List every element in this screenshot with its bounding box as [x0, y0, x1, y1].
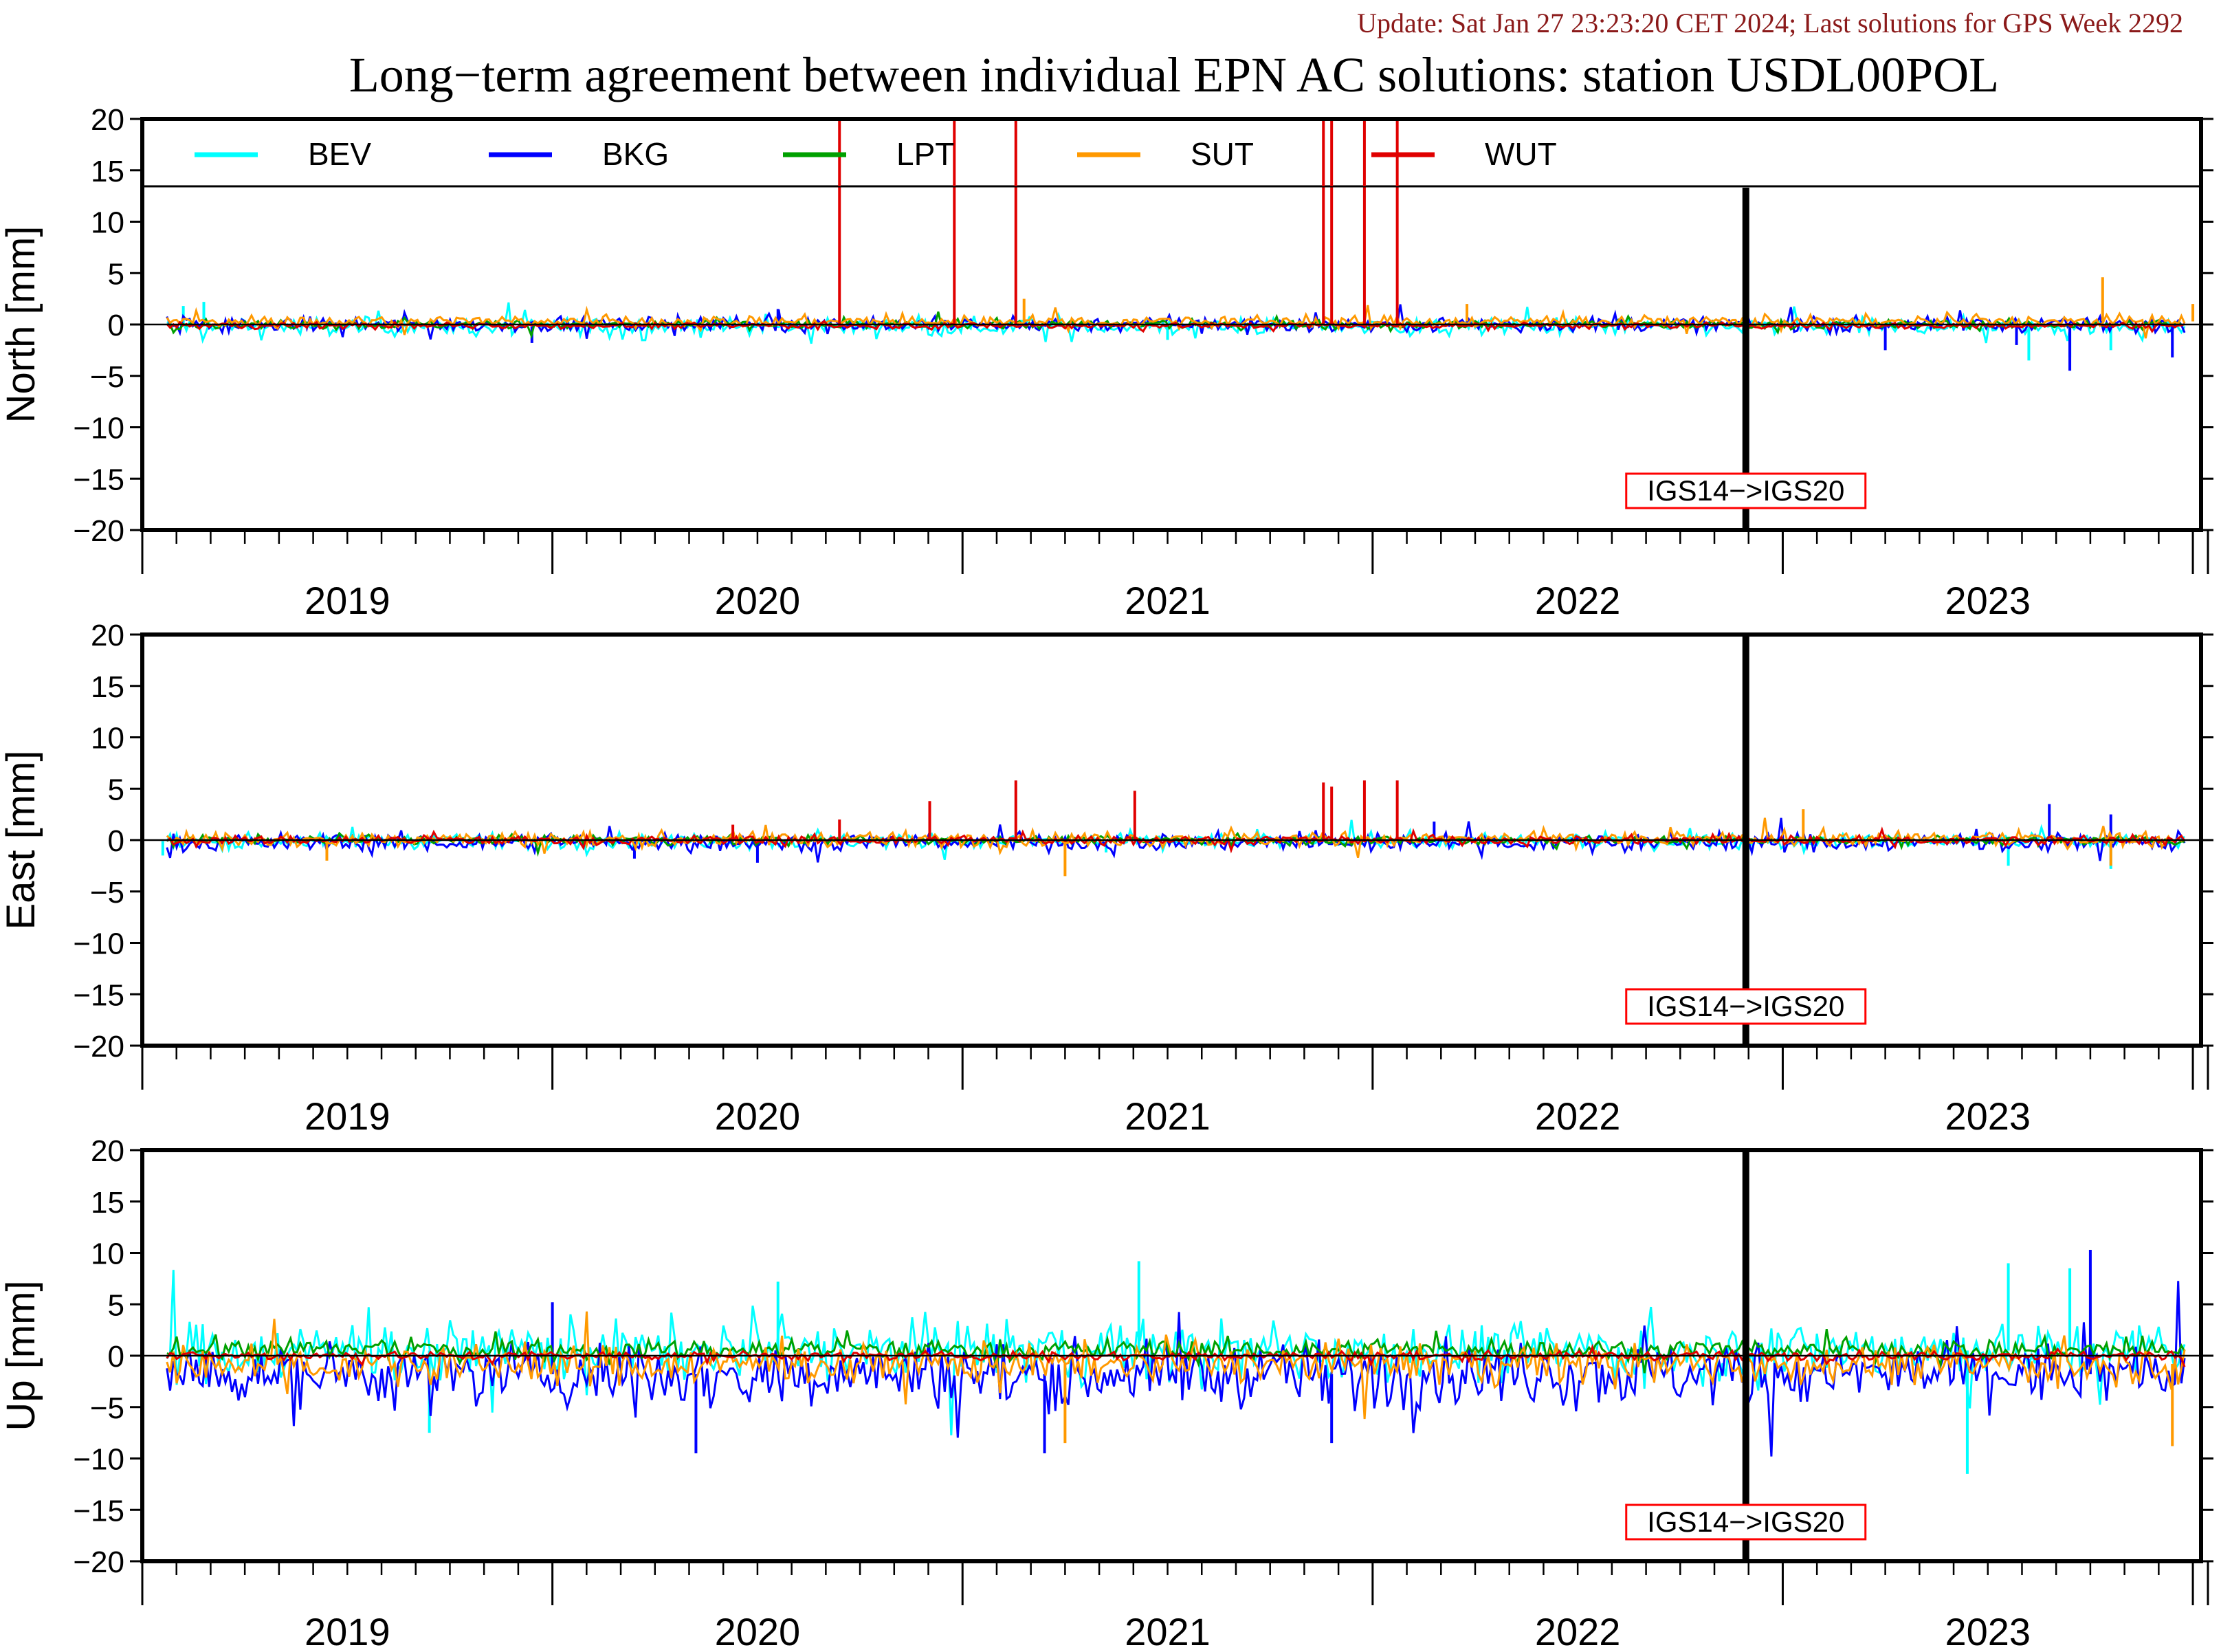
- x-year-label: 2020: [715, 579, 801, 622]
- x-year-label: 2021: [1125, 579, 1211, 622]
- y-tick-label: −15: [73, 1494, 124, 1528]
- x-year-label: 2019: [305, 1094, 390, 1138]
- update-text: Update: Sat Jan 27 23:23:20 CET 2024; La…: [1357, 8, 2183, 38]
- y-tick-label: 5: [108, 257, 124, 291]
- y-tick-label: 20: [91, 619, 124, 652]
- y-tick-label: 0: [108, 309, 124, 342]
- x-year-label: 2019: [305, 579, 390, 622]
- y-tick-label: 20: [91, 1134, 124, 1168]
- y-axis-label: Up [mm]: [0, 1280, 43, 1431]
- reference-change-label: IGS14−>IGS20: [1647, 990, 1844, 1022]
- legend-label-sut: SUT: [1191, 136, 1254, 172]
- x-year-label: 2023: [1945, 1610, 2031, 1649]
- panel-2: IGS14−>IGS20 20 15 10 5 0 −5 −10 −15 −20 Up [mm] 20…: [0, 1134, 2213, 1652]
- x-year-label: 2021: [1125, 1610, 1211, 1649]
- legend-label-wut: WUT: [1485, 136, 1557, 172]
- y-tick-label: −5: [90, 360, 124, 394]
- y-tick-label: −20: [73, 1030, 124, 1064]
- series-group: [161, 780, 2186, 877]
- series-line-bkg: [166, 817, 2186, 863]
- y-tick-label: −20: [73, 514, 124, 548]
- legend-label-lpt: LPT: [896, 136, 954, 172]
- y-tick-label: 10: [91, 722, 124, 756]
- x-year-label: 2019: [305, 1610, 390, 1649]
- series-line-wut: [166, 1343, 2186, 1367]
- y-tick-label: 20: [91, 103, 124, 137]
- y-tick-label: −5: [90, 1391, 124, 1425]
- x-year-label: 2022: [1535, 1094, 1621, 1138]
- x-year-label: 2022: [1535, 579, 1621, 622]
- y-tick-label: −10: [73, 1443, 124, 1477]
- legend-label-bkg: BKG: [602, 136, 669, 172]
- panels: IGS14−>IGS20 20 15 10 5 0 −5 −10 −15 −20 North [mm…: [0, 103, 2213, 1652]
- y-axis-label: East [mm]: [0, 750, 43, 929]
- reference-change-box: [1625, 988, 1867, 1025]
- y-axis-label: North [mm]: [0, 226, 43, 423]
- legend-box: [141, 118, 2202, 188]
- y-tick-label: −5: [90, 876, 124, 910]
- reference-change-box: [1625, 1504, 1867, 1541]
- y-tick-label: 15: [91, 670, 124, 704]
- legend-label-bev: BEV: [308, 136, 371, 172]
- series-line-sut: [166, 817, 2185, 859]
- y-tick-label: 5: [108, 1288, 124, 1322]
- reference-change-box: [1625, 472, 1867, 509]
- x-year-label: 2023: [1945, 579, 2031, 622]
- y-tick-label: 15: [91, 155, 124, 188]
- panel-1: IGS14−>IGS20 20 15 10 5 0 −5 −10 −15 −20 East [mm]…: [0, 619, 2213, 1138]
- y-tick-label: 15: [91, 1186, 124, 1220]
- y-tick-label: −20: [73, 1545, 124, 1579]
- x-year-label: 2020: [715, 1094, 801, 1138]
- y-tick-label: −10: [73, 927, 124, 961]
- reference-change-label: IGS14−>IGS20: [1647, 474, 1844, 507]
- series-line-wut: [166, 320, 2185, 333]
- y-tick-label: 0: [108, 1340, 124, 1374]
- y-tick-label: 10: [91, 1237, 124, 1271]
- y-tick-label: 0: [108, 824, 124, 858]
- x-year-label: 2023: [1945, 1094, 2031, 1138]
- x-year-label: 2020: [715, 1610, 801, 1649]
- series-line-sut: [166, 305, 2186, 339]
- y-tick-label: −10: [73, 412, 124, 445]
- y-tick-label: −15: [73, 978, 124, 1012]
- plot-frame: [140, 117, 2203, 532]
- series-group: [166, 1250, 2186, 1474]
- chart-title: Long−term agreement between individual E…: [349, 47, 1999, 102]
- y-tick-label: 10: [91, 206, 124, 240]
- y-tick-label: 5: [108, 773, 124, 806]
- x-year-label: 2021: [1125, 1094, 1211, 1138]
- x-year-label: 2022: [1535, 1610, 1621, 1649]
- panel-0: IGS14−>IGS20 20 15 10 5 0 −5 −10 −15 −20 North [mm…: [0, 103, 2213, 622]
- reference-change-label: IGS14−>IGS20: [1647, 1506, 1844, 1538]
- y-tick-label: −15: [73, 463, 124, 496]
- series-line-bkg: [166, 1281, 2186, 1457]
